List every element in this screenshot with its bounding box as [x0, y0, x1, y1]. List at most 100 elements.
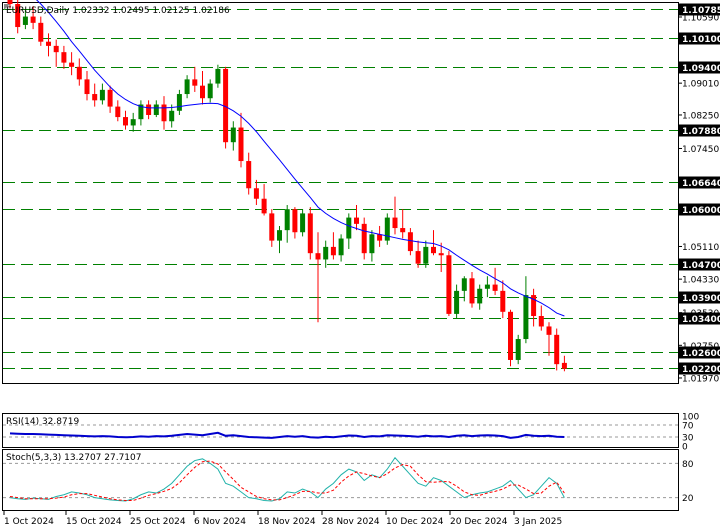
- candle-body: [423, 246, 429, 264]
- price-panel[interactable]: [2, 2, 679, 384]
- candle-body: [508, 311, 513, 360]
- candle-body: [415, 251, 421, 264]
- rsi-line: [9, 431, 565, 439]
- level-label-bg: [679, 3, 720, 16]
- candle-body: [146, 104, 152, 115]
- candle-body: [554, 334, 560, 365]
- candle-body: [531, 295, 537, 316]
- candle-body: [561, 362, 567, 369]
- rsi-tick-label: 100: [682, 413, 699, 423]
- level-label: 1.07880: [682, 127, 723, 137]
- candle-body: [253, 188, 259, 199]
- candle-body: [223, 68, 229, 143]
- candle-body: [330, 246, 336, 256]
- price-tick-label: 1.10590: [682, 13, 719, 23]
- candle-body: [161, 104, 167, 122]
- rsi-tick-label: 0: [682, 443, 688, 453]
- rsi-panel[interactable]: [2, 413, 679, 448]
- candle-body: [446, 255, 452, 314]
- candle-body: [346, 217, 352, 239]
- level-label-bg: [679, 258, 720, 271]
- candle-body: [538, 315, 544, 327]
- candle-body: [377, 234, 383, 241]
- candle-body: [300, 213, 306, 233]
- candle-body: [53, 45, 59, 53]
- candle-body: [492, 284, 498, 291]
- candle-body: [477, 288, 483, 304]
- date-label: 6 Nov 2024: [194, 517, 246, 527]
- level-label: 1.03900: [682, 294, 723, 304]
- stoch-label: Stoch(5,3,3) 13.2707 27.7107: [6, 453, 141, 463]
- level-label-bg: [679, 291, 720, 304]
- candle-body: [315, 253, 321, 260]
- symbol-info: EURUSD,Daily 1.02332 1.02495 1.02125 1.0…: [6, 6, 230, 16]
- rsi-tick-label: 70: [682, 422, 694, 432]
- price-tick-label: 1.07450: [682, 145, 719, 155]
- candle-body: [454, 290, 460, 314]
- candle-body: [30, 16, 36, 23]
- level-label-bg: [679, 124, 720, 137]
- candle-body: [107, 89, 113, 107]
- candle-body: [515, 339, 521, 360]
- level-label-bg: [679, 32, 720, 45]
- candle-body: [500, 290, 506, 312]
- candle-body: [99, 89, 105, 101]
- candle-body: [15, 4, 21, 28]
- candle-body: [200, 85, 205, 99]
- candle-body: [292, 209, 298, 233]
- stoch-signal-line: [9, 460, 565, 501]
- level-label: 1.04700: [682, 261, 723, 271]
- candle-body: [38, 22, 44, 42]
- chart-shift-marker: [4, 4, 10, 10]
- stoch-panel[interactable]: [2, 449, 679, 511]
- candle-body: [438, 253, 444, 256]
- candle-body: [284, 209, 290, 231]
- level-label-bg: [679, 362, 720, 375]
- candle-body: [215, 68, 221, 84]
- candle-body: [84, 79, 90, 95]
- candle-body: [338, 238, 344, 256]
- price-tick-label: 1.04330: [682, 276, 719, 286]
- level-label: 1.02600: [682, 349, 723, 359]
- candle-body: [76, 66, 82, 80]
- candle-body: [230, 127, 236, 143]
- level-label: 1.10100: [682, 35, 723, 45]
- date-label: 20 Dec 2024: [450, 517, 508, 527]
- level-label: 1.09400: [682, 64, 723, 74]
- candle-body: [169, 110, 175, 122]
- candle-body: [469, 278, 475, 304]
- price-tick-label: 1.08250: [682, 111, 719, 121]
- candle-body: [115, 106, 121, 118]
- candle-body: [138, 104, 144, 120]
- date-label: 25 Oct 2024: [130, 517, 186, 527]
- stoch-tick-label: 20: [682, 494, 694, 504]
- stoch-tick-label: 80: [682, 460, 694, 470]
- candle-body: [46, 41, 51, 46]
- candle-body: [7, 0, 13, 4]
- level-label-bg: [679, 312, 720, 325]
- candle-body: [246, 161, 252, 189]
- candle-body: [123, 117, 128, 126]
- moving-average-line: [35, 0, 565, 317]
- level-label-bg: [679, 203, 720, 216]
- level-label-bg: [679, 61, 720, 74]
- price-tick-label: 1.01970: [682, 374, 719, 384]
- candle-body: [523, 295, 529, 340]
- candle-body: [307, 213, 313, 254]
- candle-body: [184, 79, 190, 95]
- date-label: 15 Oct 2024: [66, 517, 122, 527]
- price-tick-label: 1.05110: [682, 243, 719, 253]
- candle-body: [92, 94, 98, 101]
- candle-body: [69, 62, 75, 67]
- candle-body: [354, 217, 359, 224]
- level-label: 1.06640: [682, 179, 723, 189]
- candle-body: [369, 234, 375, 254]
- price-tick-label: 1.09010: [682, 80, 719, 90]
- candle-body: [431, 246, 436, 254]
- level-label: 1.10785: [682, 6, 723, 16]
- level-label-bg: [679, 176, 720, 189]
- rsi-tick-label: 30: [682, 434, 694, 444]
- candle-body: [400, 228, 406, 233]
- candle-body: [22, 16, 28, 25]
